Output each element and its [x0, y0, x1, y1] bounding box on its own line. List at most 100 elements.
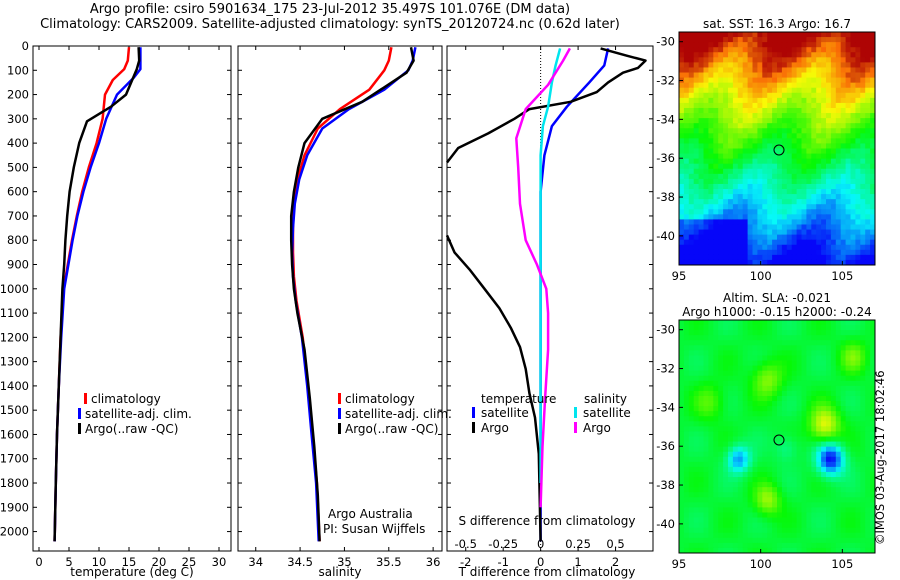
sst-cell [826, 219, 832, 225]
sla-cell [855, 456, 861, 463]
sst-cell [732, 194, 739, 200]
sla-cell [801, 395, 807, 402]
sla-cell [796, 482, 802, 488]
sst-cell [728, 37, 734, 43]
sst-cell [786, 87, 793, 94]
sla-cell [835, 466, 842, 473]
sla-cell [679, 406, 685, 412]
sst-cell [708, 67, 714, 73]
sst-cell [718, 97, 724, 104]
sla-cell [767, 512, 773, 518]
x-tick-label: 2 [612, 555, 619, 569]
sla-cell [728, 426, 734, 432]
sst-cell [840, 32, 846, 38]
sst-cell [865, 199, 871, 205]
sla-cell [698, 385, 704, 392]
sst-cell [801, 163, 807, 170]
sla-cell [816, 426, 822, 432]
sla-cell [860, 360, 866, 366]
sla-cell [732, 335, 739, 341]
sla-cell [708, 466, 714, 473]
sla-cell [703, 431, 709, 437]
sst-cell [772, 32, 778, 38]
sla-cell [708, 451, 714, 458]
sla-cell [821, 345, 827, 351]
sla-cell [723, 441, 729, 448]
sla-cell [737, 532, 744, 539]
sla-cell [845, 365, 851, 372]
sla-cell [860, 451, 866, 458]
sst-cell [811, 107, 817, 114]
sla-cell [835, 446, 842, 453]
sla-cell [732, 451, 739, 458]
sla-cell [757, 487, 763, 493]
sst-cell [708, 204, 714, 210]
sst-cell [835, 239, 842, 246]
sst-cell [698, 32, 704, 38]
sst-cell [742, 183, 748, 190]
sla-cell [816, 335, 822, 341]
sst-cell [806, 259, 812, 266]
sla-cell [816, 395, 822, 402]
sst-cell [718, 183, 724, 190]
sla-cell [757, 421, 763, 427]
sst-cell [683, 259, 690, 266]
sla-cell [767, 355, 773, 361]
sst-cell [830, 173, 837, 180]
sla-cell [821, 401, 827, 407]
sst-cell [816, 199, 822, 205]
sst-cell [865, 82, 871, 89]
sla-cell [796, 512, 802, 518]
sst-cell [870, 62, 876, 68]
sst-cell [845, 224, 851, 230]
sla-cell [732, 345, 739, 351]
y-tick-label: 1800 [0, 476, 29, 490]
sla-cell [840, 421, 846, 427]
sst-cell [718, 259, 724, 266]
sst-cell [723, 173, 729, 180]
sst-cell [845, 32, 851, 38]
sla-cell [688, 522, 695, 529]
sla-cell [791, 401, 797, 407]
sla-cell [811, 390, 817, 397]
sst-cell [747, 92, 753, 99]
sla-cell [826, 360, 832, 366]
sla-cell [728, 527, 734, 534]
sla-cell [865, 411, 871, 417]
sst-cell [801, 209, 807, 215]
sst-cell [747, 194, 753, 200]
sla-cell [855, 471, 861, 478]
sst-cell [826, 194, 832, 200]
sst-cell [713, 37, 719, 43]
sla-cell [772, 441, 778, 448]
sst-cell [786, 214, 793, 220]
sla-cell [762, 466, 768, 473]
sst-cell [683, 229, 690, 236]
sst-cell [703, 234, 709, 241]
sla-cell [708, 385, 714, 392]
sst-cell [683, 143, 690, 149]
sst-cell [791, 107, 797, 114]
sla-cell [693, 507, 699, 513]
sst-cell [865, 183, 871, 190]
sst-cell [718, 42, 724, 48]
sst-cell [718, 82, 724, 89]
sst-cell [821, 37, 827, 43]
sla-cell [826, 441, 832, 448]
sla-cell [767, 517, 773, 524]
sst-cell [840, 77, 846, 84]
sla-cell [757, 375, 763, 382]
sla-cell [742, 355, 748, 361]
sst-cell [708, 143, 714, 149]
sst-cell [806, 82, 812, 89]
sst-cell [811, 92, 817, 99]
sst-cell [703, 138, 709, 144]
sst-cell [835, 128, 842, 134]
sst-cell [688, 47, 695, 53]
sla-cell [811, 446, 817, 453]
sla-cell [688, 416, 695, 422]
sst-cell [777, 168, 783, 175]
sla-cell [850, 507, 856, 513]
sla-cell [718, 451, 724, 458]
sla-cell [845, 360, 851, 366]
